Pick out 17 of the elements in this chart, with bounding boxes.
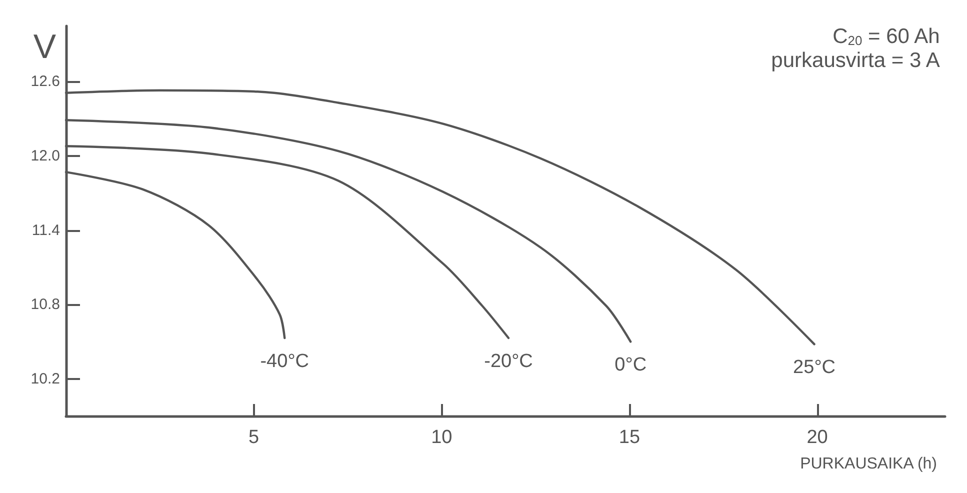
series-label: 0°C (614, 354, 647, 376)
series-label: -20°C (484, 351, 533, 372)
y-axis-title: V (33, 28, 56, 66)
x-axis-title: PURKAUSAIKA (h) (800, 456, 937, 472)
annotation: purkausvirta = 3 A (771, 49, 940, 72)
series-label: 25°C (793, 357, 836, 378)
y-tick-label: 12.6 (30, 73, 60, 90)
x-tick-label: 15 (618, 427, 640, 448)
y-tick-label: 10.2 (30, 370, 60, 388)
annotation: C20 = 60 Ah (832, 25, 940, 48)
y-tick-label: 10.8 (30, 296, 60, 314)
y-tick-label: 11.4 (32, 222, 60, 239)
y-tick-label: 12.0 (30, 148, 60, 164)
series-label: -40°C (260, 351, 310, 372)
x-tick-label: 5 (248, 427, 260, 448)
x-tick-label: 10 (431, 427, 452, 448)
x-tick-label: 20 (806, 427, 828, 448)
